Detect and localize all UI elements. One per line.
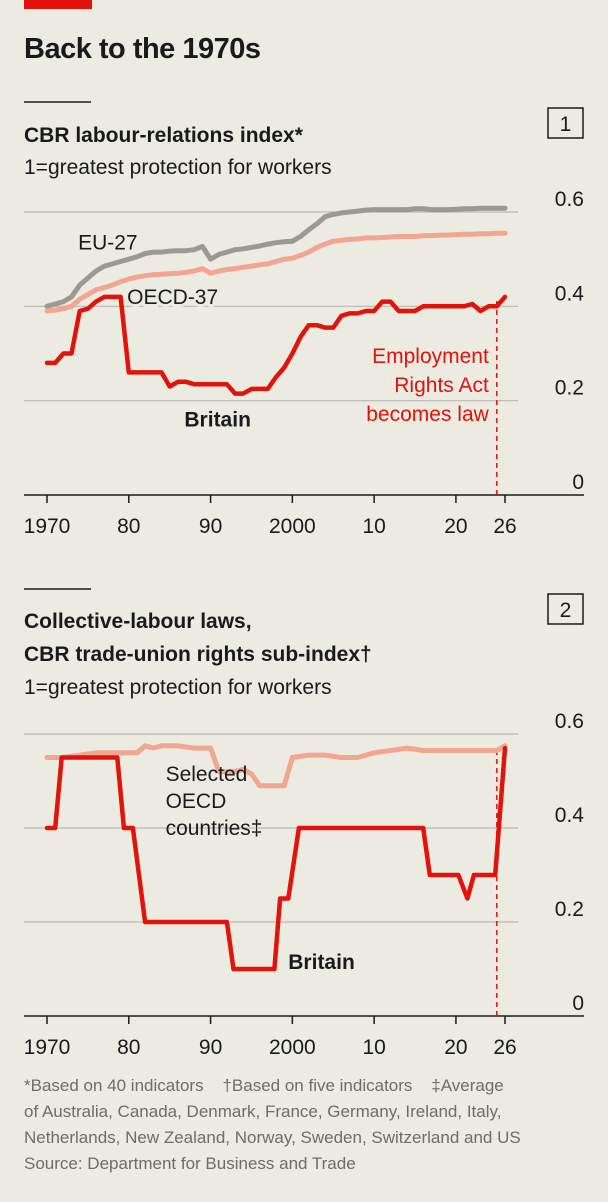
chart-1-annotation-label: Rights Act [394,374,489,397]
chart-1-y-tick-label: 0.2 [555,377,584,400]
chart-2-x-tick-label: 20 [444,1036,467,1059]
chart-1-series-line-britain [44,294,508,396]
chart-1-x-tick-label: 26 [493,515,516,538]
chart-1-x-tick-label: 90 [199,515,222,538]
chart-1-y-tick-label: 0 [572,471,584,494]
chart-1: 0 0.2 0.4 0.6 1970 80 90 2000 10 20 26 Employment Ri… [24,188,585,538]
chart-1-x-tick-label: 20 [444,515,467,538]
footnote-source: Source: Department for Business and Trad… [24,1154,356,1173]
chart-1-x-tick-label: 1970 [24,515,71,538]
chart-2-x-tick-label: 26 [493,1036,516,1059]
accent-bar [24,0,92,9]
chart-2-series-label: Britain [288,951,355,974]
chart-1-y-tick-label: 0.4 [555,282,585,305]
chart-2-x-tick-label: 90 [199,1036,222,1059]
chart-2-series-line-britain [44,745,508,972]
chart-1-series-label: Britain [184,409,251,432]
chart-2-series-label: countries‡ [166,817,263,840]
footnote-line-3: Netherlands, New Zealand, Norway, Sweden… [24,1128,521,1147]
chart-2: 0 0.2 0.4 0.6 1970 80 90 2000 10 20 26 Selected OECD… [24,710,585,1059]
chart-2-series-label: Selected [166,763,248,786]
chart-2-y-tick-label: 0.2 [555,898,584,921]
footnote-line-2: of Australia, Canada, Denmark, France, G… [24,1102,501,1121]
chart-2-x-tick-label: 10 [362,1036,385,1059]
chart-2-y-tick-label: 0.6 [555,710,584,733]
chart-2-x-tick-label: 1970 [24,1036,71,1059]
chart-2-title-line-1: Collective-labour laws, [24,610,252,633]
chart-1-y-tick-label: 0.6 [555,188,584,211]
chart-1-series-line-eu-27 [44,205,508,309]
chart-1-x-tick-label: 10 [362,515,385,538]
chart-1-x-tick-label: 80 [117,515,140,538]
chart-1-annotation-label: becomes law [366,403,489,426]
chart-1-number-box [547,107,584,139]
chart-2-series-label: OECD [166,790,227,813]
chart-1-title: CBR labour-relations index* [24,124,304,147]
chart-1-series-label: OECD-37 [127,286,218,309]
chart-1-x-tick-label: 2000 [269,515,316,538]
chart-2-x-tick-label: 80 [117,1036,140,1059]
chart-2-x-tick-label: 2000 [269,1036,316,1059]
footnote-line-1: *Based on 40 indicators †Based on five i… [24,1076,504,1095]
page-title: Back to the 1970s [24,33,261,65]
chart-1-series-line-oecd-37 [44,230,508,314]
chart-2-series-line-selected-oecd-countries [44,743,508,789]
chart-1-series-label-halo: EU-27 [78,232,138,255]
chart-2-title-line-2: CBR trade-union rights sub-index† [24,643,372,666]
chart-2-subtitle: 1=greatest protection for workers [24,676,332,699]
chart-1-subtitle: 1=greatest protection for workers [24,156,332,179]
chart-2-number: 2 [560,599,572,622]
chart-2-number-box [547,593,584,625]
chart-1-annotation-label: Employment [372,345,489,368]
chart-1-number: 1 [560,113,572,136]
chart-1-series-label-halo: OECD-37 [127,286,218,309]
chart-2-y-tick-label: 0.4 [555,804,585,827]
chart-1-series-label: EU-27 [78,232,138,255]
chart-2-y-tick-label: 0 [572,992,584,1015]
